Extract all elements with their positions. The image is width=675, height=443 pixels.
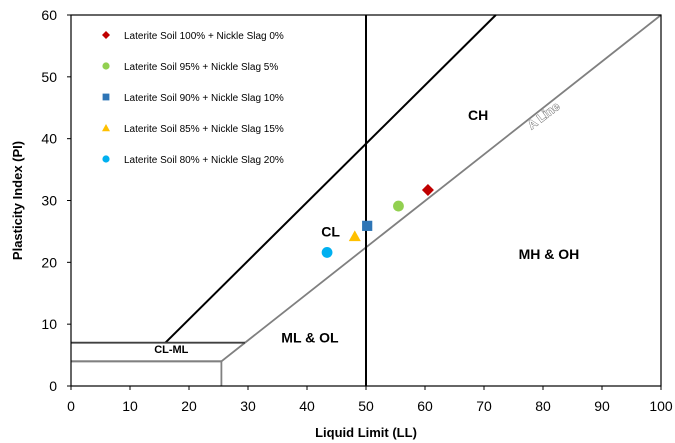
region-label: MH & OH (519, 246, 580, 262)
legend-marker-triangle (102, 124, 110, 132)
x-tick-label: 90 (594, 398, 610, 414)
legend-entry-label: Laterite Soil 80% + Nickle Slag 20% (124, 155, 284, 166)
legend: Laterite Soil 100% + Nickle Slag 0% Later… (102, 31, 284, 166)
y-axis-title: Plasticity Index (PI) (10, 141, 25, 260)
legend-marker-circle (102, 155, 110, 163)
y-tick-label: 0 (49, 378, 57, 394)
y-tick-label: 20 (41, 254, 57, 270)
x-tick-label: 60 (417, 398, 433, 414)
data-points (321, 183, 434, 258)
y-tick-label: 30 (41, 193, 57, 209)
legend-entry-label: Laterite Soil 85% + Nickle Slag 15% (124, 124, 284, 135)
legend-marker-square (102, 93, 110, 101)
data-point-triangle (348, 230, 361, 242)
x-tick-label: 70 (476, 398, 492, 414)
legend-entry-label: Laterite Soil 100% + Nickle Slag 0% (124, 31, 284, 42)
x-tick-label: 0 (67, 398, 75, 414)
legend-entry-label: Laterite Soil 90% + Nickle Slag 10% (124, 93, 284, 104)
x-tick-label: 100 (649, 398, 673, 414)
legend-marker-diamond (102, 31, 110, 39)
x-tick-label: 10 (122, 398, 138, 414)
data-point-circle (321, 247, 333, 258)
x-axis-title: Liquid Limit (LL) (315, 425, 417, 440)
clml-bottom-line (71, 360, 223, 386)
data-point-circle (393, 200, 404, 212)
u-line-line (164, 14, 497, 344)
region-label: CL (321, 223, 340, 239)
y-tick-label: 50 (41, 69, 57, 85)
data-point-diamond (421, 183, 434, 196)
axis-ticks: 0 10 20 30 40 50 60 70 80 90 100 0 10 20 30 40 50 60 (41, 7, 672, 414)
x-tick-label: 20 (181, 398, 197, 414)
x-tick-label: 30 (240, 398, 256, 414)
y-tick-label: 60 (41, 7, 57, 23)
legend-marker-circle (102, 62, 110, 70)
legend-entry-label: Laterite Soil 95% + Nickle Slag 5% (124, 62, 278, 73)
region-label: ML & OL (281, 330, 339, 346)
x-tick-label: 80 (535, 398, 551, 414)
data-point-square (362, 220, 373, 231)
y-tick-label: 40 (41, 131, 57, 147)
x-tick-label: 40 (299, 398, 315, 414)
x-tick-label: 50 (358, 398, 374, 414)
region-label: CL-ML (154, 344, 188, 356)
y-tick-label: 10 (41, 316, 57, 332)
region-label: CH (468, 107, 488, 123)
plot-lines (71, 14, 662, 386)
